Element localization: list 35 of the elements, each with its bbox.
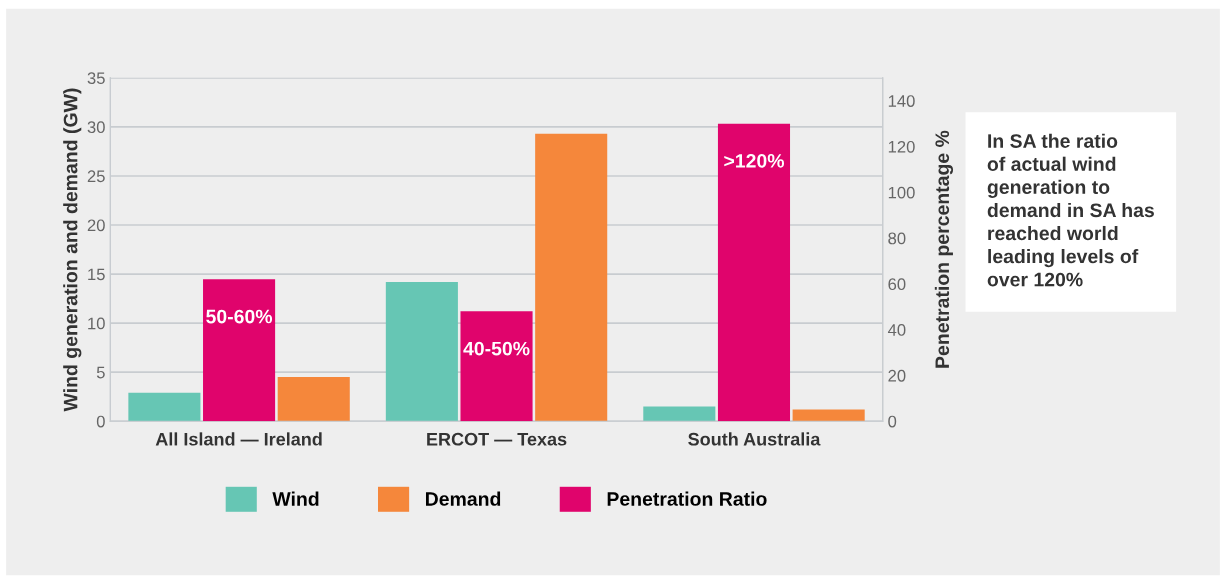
y2-axis-title: Penetration percentage %	[934, 130, 954, 368]
bar	[643, 406, 716, 422]
annotation: 40-50%	[463, 341, 530, 356]
legend-label: Demand	[425, 491, 501, 506]
y2-tick-label: 80	[888, 232, 906, 245]
y-tick-label: 20	[87, 219, 105, 232]
x-tick-label: All Island — Ireland	[155, 432, 322, 446]
x-tick-label: ERCOT — Texas	[427, 432, 567, 446]
legend-label: Penetration Ratio	[607, 491, 767, 506]
y-tick-label: 5	[96, 366, 105, 379]
y2-tick-label: 60	[888, 278, 906, 291]
bar	[277, 377, 350, 422]
y-axis-title: Wind generation and demand (GW)	[63, 88, 82, 412]
y2-tick-label: 140	[888, 95, 915, 107]
bar	[792, 409, 865, 422]
bar	[203, 279, 276, 422]
y2-tick-label: 20	[888, 369, 906, 382]
y-tick-label: 15	[88, 268, 105, 281]
annotation: 50-60%	[206, 309, 273, 324]
y-tick-label: 25	[87, 170, 105, 183]
bar	[717, 123, 791, 422]
bar	[128, 392, 201, 422]
text: In SA the ratio of actual wind generation to demand in SA has reached world leading levels of over 120%	[987, 133, 1154, 287]
y-tick-label: 30	[87, 121, 105, 134]
y-tick-label: 0	[96, 415, 105, 428]
y-tick-label: 10	[88, 317, 105, 330]
x-tick-label: South Australia	[688, 432, 821, 446]
legend-label: Wind	[272, 491, 319, 506]
y2-tick-label: 100	[888, 186, 915, 199]
y2-tick-label: 0	[888, 415, 897, 428]
y-tick-label: 35	[87, 72, 105, 85]
y2-tick-label: 40	[887, 324, 906, 336]
y2-tick-label: 120	[888, 140, 915, 153]
bar	[535, 133, 608, 422]
annotation: >120%	[724, 153, 785, 168]
